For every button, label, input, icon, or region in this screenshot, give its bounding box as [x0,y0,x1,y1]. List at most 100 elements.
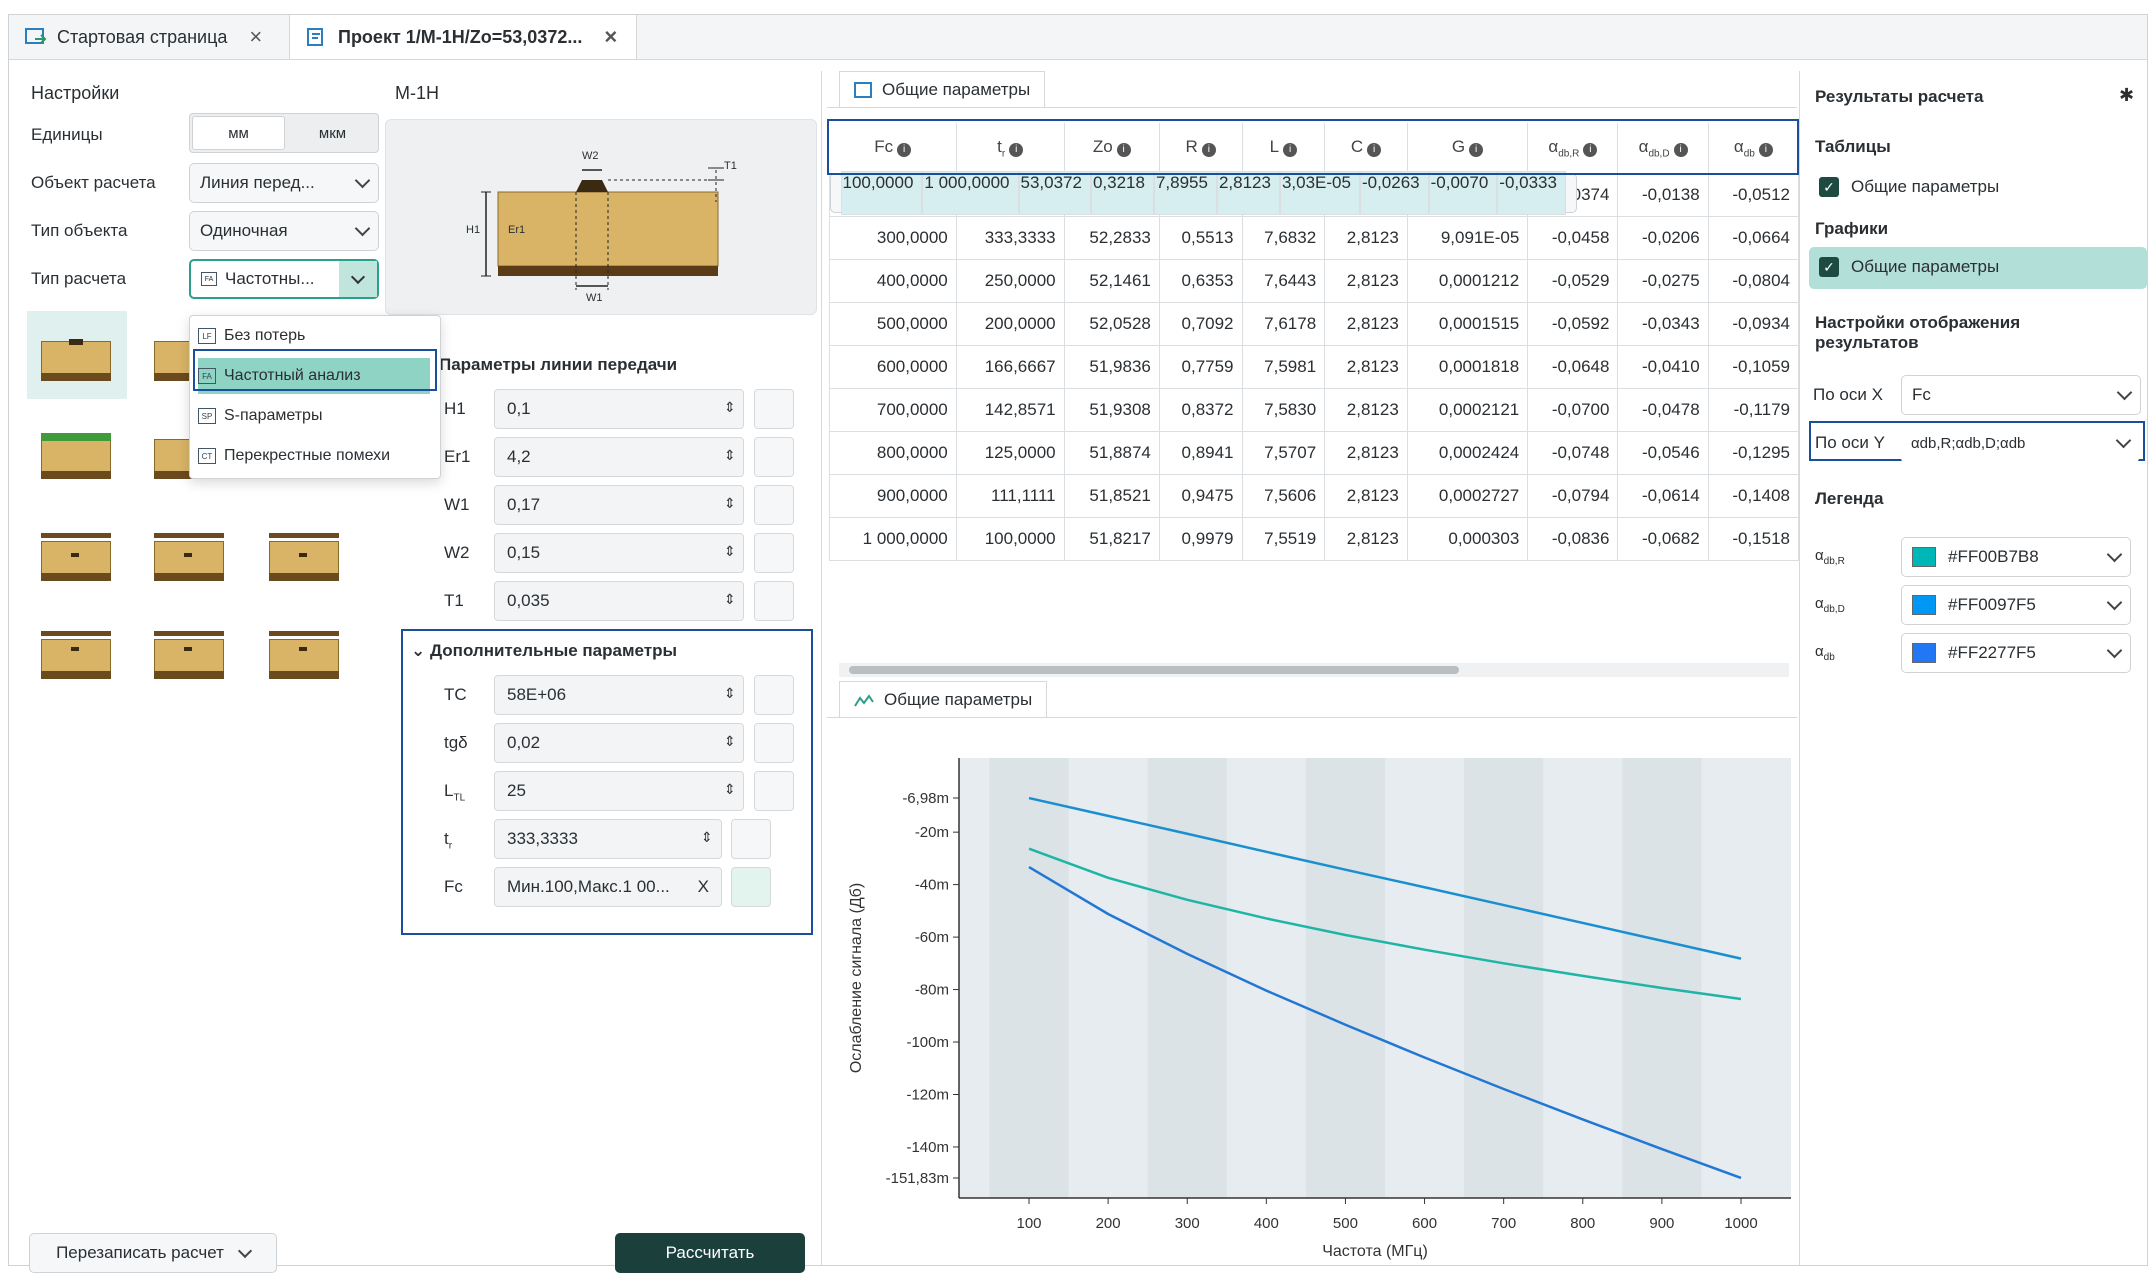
menu-item-crosstalk[interactable]: CT Перекрестные помехи [198,438,430,474]
structure-thumb[interactable] [269,531,339,581]
structure-thumb[interactable] [269,629,339,679]
info-icon[interactable]: i [1583,142,1598,157]
calculate-button[interactable]: Рассчитать [615,1233,805,1273]
info-icon[interactable]: i [1469,142,1484,157]
menu-item-sparams[interactable]: SP S-параметры [198,398,430,434]
units-mm[interactable]: мм [192,116,285,150]
column-header[interactable]: αdb,R i [1527,123,1619,173]
structure-thumb[interactable] [154,629,224,679]
structure-thumb[interactable] [41,629,111,679]
clear-icon[interactable]: X [697,877,709,896]
chart-icon[interactable] [754,533,794,573]
table-row[interactable]: 1 000,0000 100,0000 51,8217 0,9979 7,5519 2,8… [829,517,1800,561]
color-swatch [1912,643,1936,663]
table-row[interactable]: 100,0000 1 000,0000 53,0372 0,3218 7,8955 2,8… [829,171,1577,215]
column-header[interactable]: αdb,D i [1617,123,1709,173]
stepper-icon[interactable]: ⇕ [724,399,736,415]
chart-icon[interactable] [754,771,794,811]
chart-icon[interactable] [754,389,794,429]
table-row[interactable]: 300,0000 333,3333 52,2833 0,5513 7,6832 2,812… [829,216,1800,260]
stepper-icon[interactable]: ⇕ [724,495,736,511]
table-row[interactable]: 700,0000 142,8571 51,9308 0,8372 7,5830 2,812… [829,388,1800,432]
stepper-icon[interactable]: ⇕ [724,733,736,749]
close-icon[interactable]: × [249,24,263,49]
info-icon[interactable]: i [1116,142,1131,157]
param-input[interactable]: Мин.100,Макс.1 00... X [494,867,722,907]
column-header[interactable]: tr i [956,123,1065,173]
param-input[interactable]: 0,1 [494,389,744,429]
object-select[interactable]: Линия перед... [189,163,379,203]
param-input[interactable]: 4,2 [494,437,744,477]
param-input[interactable]: 0,035 [494,581,744,621]
table-row[interactable]: 400,0000 250,0000 52,1461 0,6353 7,6443 2,812… [829,259,1800,303]
chart-icon[interactable] [754,581,794,621]
legend-color-select[interactable]: #FF0097F5 [1901,585,2131,625]
info-icon[interactable]: i [1009,142,1024,157]
table-row[interactable]: 600,0000 166,6667 51,9836 0,7759 7,5981 2,812… [829,345,1800,389]
info-icon[interactable]: i [1367,142,1382,157]
stepper-icon[interactable]: ⇕ [724,685,736,701]
units-mkm[interactable]: мкм [318,124,347,142]
extra-params-header[interactable]: ⌄ Дополнительные параметры [411,641,677,661]
column-header[interactable]: Zo i [1064,123,1160,173]
structure-thumb[interactable] [154,531,224,581]
chart-icon[interactable] [731,867,771,907]
calc-select[interactable]: FA Частотны... [189,259,379,299]
info-icon[interactable]: i [897,142,912,157]
chart-icon[interactable] [754,723,794,763]
tab-project[interactable]: Проект 1/М-1Н/Zo=53,0372... × [289,15,637,59]
scrollbar-thumb[interactable] [849,666,1459,674]
chart-icon[interactable] [754,675,794,715]
info-icon[interactable]: i [1758,142,1773,157]
x-axis-select[interactable]: Fc [1901,375,2141,415]
units-toggle[interactable]: мм мкм [189,113,379,153]
calc-dropdown-button[interactable] [339,261,377,297]
structure-thumb[interactable] [41,531,111,581]
tables-checkbox[interactable]: ✓ Общие параметры [1819,177,1999,197]
menu-item-lossless[interactable]: LF Без потерь [198,318,430,354]
structure-thumb[interactable] [41,331,111,381]
column-header[interactable]: αdb i [1708,123,1800,173]
stepper-icon[interactable]: ⇕ [724,781,736,797]
stepper-icon[interactable]: ⇕ [724,447,736,463]
table-tab[interactable]: Общие параметры [839,71,1046,107]
y-axis-select[interactable]: αdb,R;αdb,D;αdb [1901,423,2139,463]
table-cell: 9,091E-05 [1406,216,1529,260]
rewrite-button[interactable]: Перезаписать расчет [29,1233,277,1273]
table-row[interactable]: 500,0000 200,0000 52,0528 0,7092 7,6178 2,812… [829,302,1800,346]
info-icon[interactable]: i [1673,142,1688,157]
table-row[interactable]: 800,0000 125,0000 51,8874 0,8941 7,5707 2,812… [829,431,1800,475]
column-header[interactable]: Fc i [829,123,957,173]
scrollbar[interactable] [839,663,1789,677]
stepper-icon[interactable]: ⇕ [724,591,736,607]
chart-icon[interactable] [731,819,771,859]
legend-color-select[interactable]: #FF00B7B8 [1901,537,2131,577]
close-icon[interactable]: × [604,24,618,49]
param-input[interactable]: 0,17 [494,485,744,525]
param-input[interactable]: 0,15 [494,533,744,573]
chart-tab[interactable]: Общие параметры [839,681,1048,717]
y-tick-label: -140m [906,1139,949,1156]
stepper-icon[interactable]: ⇕ [701,829,713,845]
param-input[interactable]: 58E+06 [494,675,744,715]
chart-icon[interactable] [754,437,794,477]
legend-color-select[interactable]: #FF2277F5 [1901,633,2131,673]
menu-item-frequency[interactable]: FA Частотный анализ [198,358,430,394]
type-select[interactable]: Одиночная [189,211,379,251]
info-icon[interactable]: i [1201,142,1216,157]
param-input[interactable]: 333,3333 [494,819,722,859]
param-input[interactable]: 25 [494,771,744,811]
chart-icon[interactable] [754,485,794,525]
stepper-icon[interactable]: ⇕ [724,543,736,559]
info-icon[interactable]: i [1283,142,1298,157]
structure-thumb[interactable] [41,429,111,479]
tab-start[interactable]: Стартовая страница × [9,15,287,59]
pin-icon[interactable]: ✱ [2119,85,2135,105]
param-input[interactable]: 0,02 [494,723,744,763]
table-row[interactable]: 900,0000 111,1111 51,8521 0,9475 7,5606 2,812… [829,474,1800,518]
charts-checkbox[interactable]: ✓ Общие параметры [1819,257,1999,277]
